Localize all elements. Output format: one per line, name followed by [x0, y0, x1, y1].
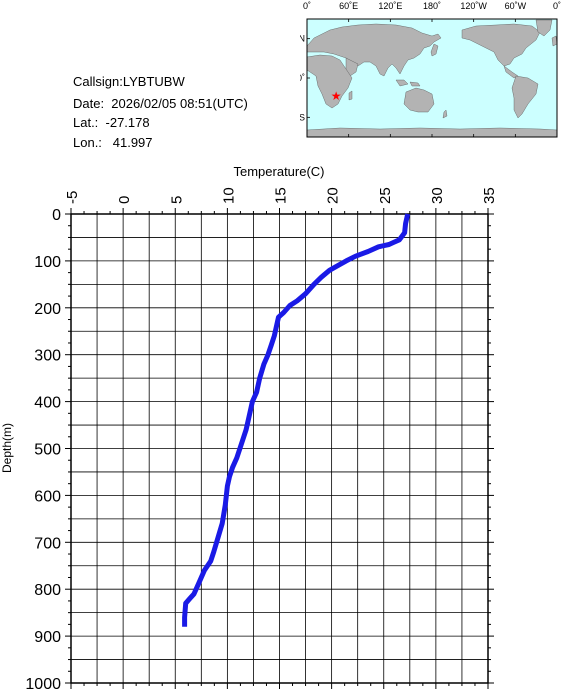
plot-frame [70, 213, 489, 684]
y-tick-label: 300 [34, 348, 61, 365]
chart-series [182, 213, 411, 627]
callsign-text: Callsign:LYBTUBW [73, 74, 185, 89]
map-lon-label: 0˚ [553, 1, 561, 11]
y-tick-label: 800 [34, 582, 61, 599]
land-madagascar [348, 90, 353, 101]
x-tick-label: 5 [168, 196, 185, 204]
x-tick-label: 25 [377, 187, 394, 204]
world-map: 0˚ 60˚E 120˚E 180˚ 120˚W 60˚W 0˚ 60˚N 0˚ 60˚S ★ [300, 1, 561, 138]
land-indonesia [395, 79, 421, 87]
map-lon-label: 60˚W [505, 1, 527, 11]
land-africa [306, 54, 353, 109]
x-tick-label: 10 [220, 187, 237, 204]
map-lon-label: 60˚E [339, 1, 358, 11]
map-lon-label: 120˚W [460, 1, 487, 11]
y-tick-label: 700 [34, 535, 61, 552]
map-lat-label: 60˚N [300, 34, 305, 44]
location-marker-icon: ★ [331, 89, 342, 103]
map-lat-label: 60˚S [300, 112, 305, 122]
land-greenland [535, 19, 553, 37]
x-tick-label: 20 [325, 187, 342, 204]
map-lon-label: 120˚E [378, 1, 402, 11]
x-tick-label: 15 [273, 187, 290, 204]
land-uk [551, 35, 558, 47]
y-tick-label: 1000 [25, 676, 61, 690]
x-tick-label: 0 [116, 196, 133, 204]
y-tick-label: 600 [34, 488, 61, 505]
map-lon-label: 0˚ [303, 1, 311, 11]
y-tick-label: 400 [34, 395, 61, 412]
y-tick-label: 900 [34, 629, 61, 646]
y-tick-label: 200 [34, 301, 61, 318]
y-tick-label: 500 [34, 442, 61, 459]
y-tick-label: 100 [34, 254, 61, 271]
x-tick-label: -5 [64, 191, 81, 204]
chart-ticks [65, 208, 494, 689]
x-axis-label: Temperature(C) [233, 164, 324, 179]
longitude-text: Lon.: 41.997 [73, 135, 153, 150]
map-lon-label: 180˚ [423, 1, 441, 11]
land-australia [403, 87, 435, 113]
y-tick-label: 0 [52, 207, 61, 224]
chart-grid [70, 213, 489, 684]
map-lat-label: 0˚ [300, 73, 305, 83]
date-text: Date: 2026/02/05 08:51(UTC) [73, 96, 248, 111]
land-japan [430, 43, 439, 57]
land-arabia [345, 57, 359, 77]
land-north-america [461, 23, 541, 67]
y-tick-labels: 0 100 200 300 400 500 600 700 800 900 1000 [25, 207, 61, 690]
land-nz [442, 109, 448, 119]
land-south-america [511, 75, 539, 119]
y-axis-label: Depth(m) [0, 423, 14, 473]
x-tick-label: 30 [429, 187, 446, 204]
x-tick-label: 35 [481, 187, 498, 204]
x-tick-labels: -5 0 5 10 15 20 25 30 35 [64, 187, 498, 204]
latitude-text: Lat.: -27.178 [73, 115, 150, 130]
temperature-profile-line [182, 213, 411, 627]
